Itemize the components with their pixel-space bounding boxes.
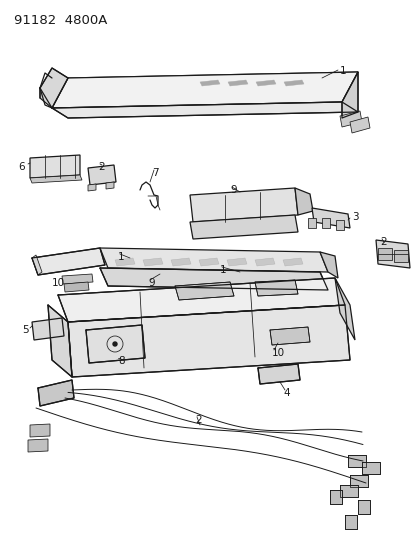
Polygon shape	[106, 182, 114, 189]
Polygon shape	[255, 80, 275, 86]
Polygon shape	[347, 455, 365, 467]
Polygon shape	[361, 462, 379, 474]
Text: 7: 7	[152, 168, 158, 178]
Polygon shape	[257, 364, 299, 384]
Text: 2: 2	[195, 415, 201, 425]
Polygon shape	[52, 72, 357, 108]
Polygon shape	[228, 80, 247, 86]
Polygon shape	[339, 111, 361, 127]
Polygon shape	[88, 165, 116, 185]
Polygon shape	[58, 278, 344, 322]
Polygon shape	[269, 327, 309, 345]
Polygon shape	[339, 485, 357, 497]
Polygon shape	[377, 248, 391, 260]
Text: 8: 8	[118, 356, 124, 366]
Polygon shape	[349, 117, 369, 133]
Polygon shape	[344, 515, 356, 529]
Polygon shape	[294, 188, 312, 215]
Polygon shape	[40, 68, 68, 108]
Polygon shape	[393, 250, 407, 262]
Polygon shape	[86, 325, 145, 363]
Polygon shape	[88, 184, 96, 191]
Polygon shape	[100, 248, 327, 272]
Polygon shape	[319, 252, 337, 278]
Polygon shape	[334, 278, 354, 340]
Polygon shape	[32, 248, 105, 275]
Polygon shape	[349, 475, 367, 487]
Polygon shape	[52, 102, 357, 118]
Polygon shape	[48, 305, 72, 377]
Polygon shape	[311, 208, 349, 228]
Polygon shape	[68, 305, 349, 377]
Polygon shape	[32, 318, 64, 340]
Polygon shape	[321, 218, 329, 228]
Polygon shape	[190, 215, 297, 239]
Text: 2: 2	[98, 162, 104, 172]
Polygon shape	[62, 274, 93, 284]
Polygon shape	[38, 380, 74, 406]
Polygon shape	[375, 240, 409, 268]
Polygon shape	[100, 268, 327, 290]
Text: 9: 9	[147, 278, 154, 288]
Text: 10: 10	[52, 278, 65, 288]
Polygon shape	[115, 258, 135, 266]
Text: 91182  4800A: 91182 4800A	[14, 14, 107, 27]
Polygon shape	[254, 258, 274, 266]
Polygon shape	[282, 258, 302, 266]
Text: 2: 2	[379, 237, 386, 247]
Polygon shape	[30, 424, 50, 437]
Text: 1: 1	[339, 66, 346, 76]
Text: 1: 1	[118, 252, 124, 262]
Text: 4: 4	[282, 388, 289, 398]
Polygon shape	[142, 258, 163, 266]
Text: 5: 5	[22, 325, 28, 335]
Circle shape	[113, 342, 117, 346]
Polygon shape	[307, 218, 315, 228]
Text: 6: 6	[18, 162, 24, 172]
Polygon shape	[283, 80, 303, 86]
Polygon shape	[30, 175, 82, 183]
Text: 10: 10	[271, 348, 285, 358]
Polygon shape	[171, 258, 190, 266]
Text: 1: 1	[219, 265, 226, 275]
Polygon shape	[175, 282, 233, 300]
Polygon shape	[357, 500, 369, 514]
Polygon shape	[199, 258, 218, 266]
Text: 3: 3	[351, 212, 358, 222]
Polygon shape	[190, 188, 297, 222]
Polygon shape	[52, 72, 357, 108]
Polygon shape	[64, 282, 89, 292]
Polygon shape	[32, 255, 42, 275]
Polygon shape	[30, 155, 80, 178]
Polygon shape	[254, 280, 297, 296]
Polygon shape	[329, 490, 341, 504]
Polygon shape	[335, 220, 343, 230]
Polygon shape	[226, 258, 247, 266]
Polygon shape	[199, 80, 219, 86]
Text: 9: 9	[230, 185, 236, 195]
Polygon shape	[28, 439, 48, 452]
Polygon shape	[341, 72, 357, 118]
